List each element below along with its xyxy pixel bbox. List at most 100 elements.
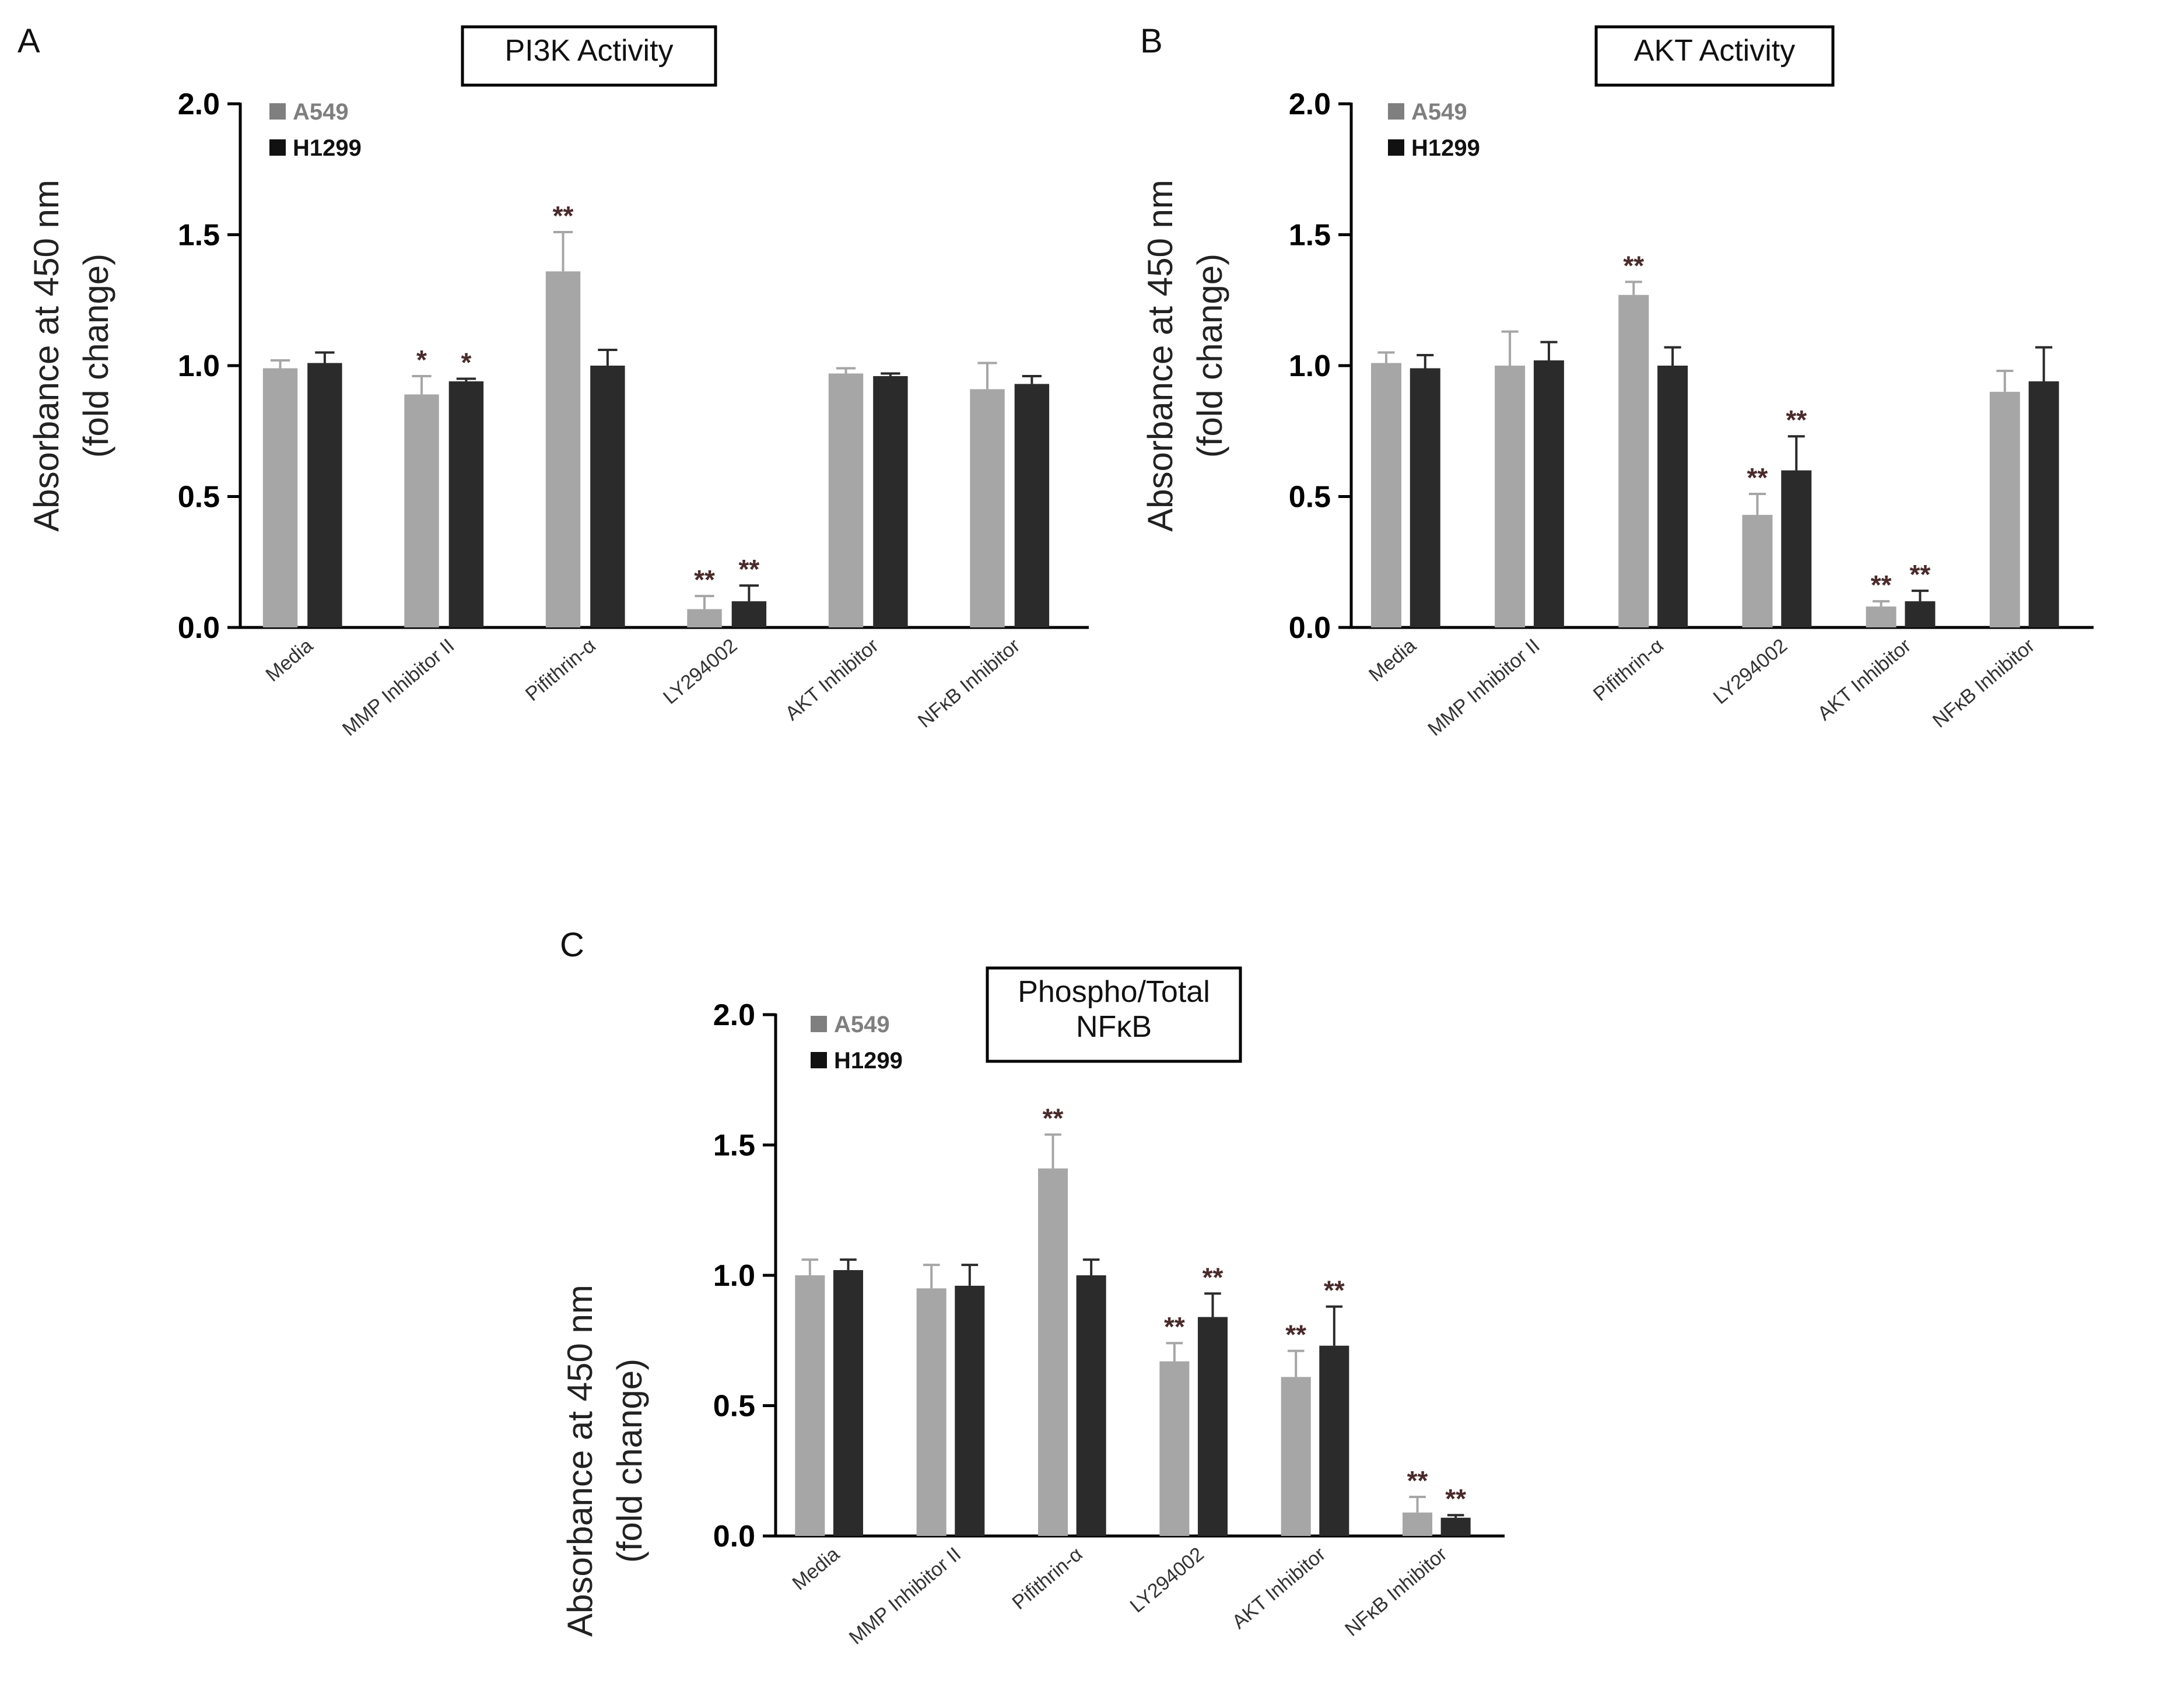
legend-swatch [811,1052,827,1068]
panel-b-chart: B AKT Activity Absorbance at 450 nm (fold… [1140,22,2094,741]
bar-h1299 [1197,1317,1228,1536]
y-tick-label: 2.0 [713,998,755,1032]
significance-label: ** [738,554,759,584]
x-category-label: Media [1365,634,1420,686]
bar-a549 [1159,1361,1190,1536]
significance-label: ** [1871,570,1892,600]
bar-h1299 [307,363,342,627]
y-axis-label-line: Absorbance at 450 nm [560,1285,600,1637]
x-category-label: MMP Inhibitor II [845,1543,965,1649]
y-axis-label-line: Absorbance at 450 nm [27,180,66,532]
y-tick-label: 1.5 [713,1129,755,1163]
panel-letter: C [560,926,584,964]
y-tick-label: 2.0 [1289,87,1331,121]
title-border [986,966,1242,1063]
y-tick-label: 1.5 [1289,219,1331,252]
bar-a549 [1281,1377,1311,1536]
bar-a549 [1038,1168,1068,1536]
bar-a549 [262,368,298,627]
bar-h1299 [955,1285,985,1536]
title-border [461,25,717,87]
x-category-label: Pifithrin-α [1008,1543,1086,1614]
bar-a549 [1370,363,1401,627]
bar-h1299 [1076,1275,1106,1536]
y-tick-label: 0.0 [713,1520,755,1553]
significance-label: ** [1445,1483,1466,1514]
significance-label: ** [1407,1465,1428,1496]
significance-label: ** [1324,1275,1345,1306]
chart-title: NFκB [1076,1010,1152,1044]
legend-label: A549 [834,1012,890,1037]
bar-a549 [1495,366,1526,627]
bar-h1299 [1781,470,1812,627]
bar-a549 [916,1288,946,1536]
bar-a549 [1618,294,1649,627]
x-category-label: LY294002 [1126,1543,1208,1617]
bar-h1299 [1014,384,1050,627]
significance-label: * [461,347,471,377]
bar-a549 [970,389,1005,627]
bar-h1299 [1905,601,1936,627]
x-category-label: LY294002 [659,634,741,709]
chart-title: Phospho/Total [1018,975,1210,1009]
bar-h1299 [1319,1345,1349,1536]
legend: A549 H1299 [1388,99,1480,161]
legend-label: H1299 [293,135,362,161]
y-axis-label-line: Absorbance at 450 nm [1141,180,1180,532]
significance-label: ** [553,201,574,231]
significance-label: ** [694,564,715,595]
y-tick-label: 1.0 [713,1259,755,1293]
x-category-label: Media [261,634,317,686]
x-category-label: Media [788,1543,843,1595]
y-axis-label: Absorbance at 450 nm (fold change) [560,1285,649,1637]
panel-letter: B [1140,22,1163,60]
bar-h1299 [1410,368,1440,627]
legend-swatch [1388,139,1404,156]
x-category-label: AKT Inhibitor [781,634,883,725]
bar-a549 [1742,514,1773,627]
significance-label: ** [1203,1262,1224,1292]
significance-label: ** [1285,1320,1306,1350]
chart-title: AKT Activity [1634,34,1795,68]
bar-h1299 [833,1270,863,1536]
bar-h1299 [590,366,625,627]
bar-h1299 [448,381,484,627]
bar-h1299 [1440,1517,1471,1536]
legend-label: H1299 [1411,135,1480,161]
bar-h1299 [731,601,767,627]
y-axis-label-line: (fold change) [1190,254,1229,458]
significance-label: ** [1747,462,1768,493]
x-category-label: Pifithrin-α [521,634,600,706]
y-axis-label: Absorbance at 450 nm (fold change) [27,180,115,532]
x-category-label: AKT Inhibitor [1814,634,1916,725]
significance-label: ** [1164,1311,1185,1342]
legend-swatch [269,103,286,120]
y-tick-label: 2.0 [178,87,220,121]
significance-label: ** [1910,559,1931,590]
bar-a549 [1866,606,1896,627]
y-tick-label: 1.5 [178,219,220,252]
bar-a549 [1989,391,2020,627]
panel-letter: A [17,22,40,60]
bar-h1299 [2028,381,2059,627]
x-category-label: NFκB Inhibitor [1341,1543,1451,1641]
chart-title-box: PI3K Activity [461,25,717,87]
x-category-label: NFκB Inhibitor [914,634,1024,732]
bar-h1299 [873,376,908,627]
bar-a549 [795,1275,825,1536]
y-tick-label: 0.0 [1289,611,1331,645]
bar-a549 [404,394,439,627]
panel-a-chart: A PI3K Activity Absorbance at 450 nm (fol… [17,22,1089,741]
bar-h1299 [1657,366,1688,627]
y-tick-label: 1.0 [178,349,220,383]
bar-a549 [1403,1512,1433,1536]
y-axis-label: Absorbance at 450 nm (fold change) [1141,180,1229,532]
chart-title: PI3K Activity [505,34,674,68]
legend-swatch [1388,103,1404,120]
x-category-label: LY294002 [1709,634,1792,709]
legend-label: A549 [293,99,349,125]
bar-a549 [828,373,864,627]
bar-h1299 [1533,360,1564,627]
